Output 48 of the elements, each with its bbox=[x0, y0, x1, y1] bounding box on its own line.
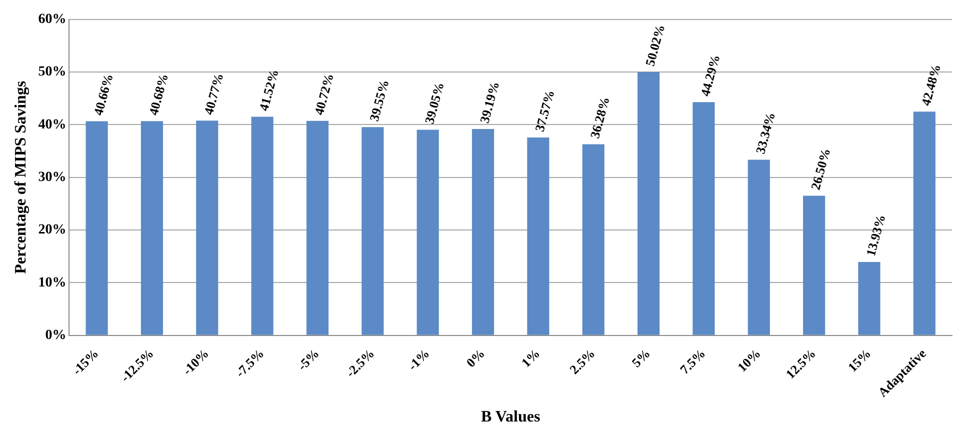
y-tick-label: 50% bbox=[38, 64, 66, 80]
bar bbox=[196, 120, 218, 335]
bar bbox=[858, 262, 880, 335]
data-label: 44.29% bbox=[697, 53, 723, 98]
bar bbox=[306, 120, 329, 335]
data-label: 39.19% bbox=[476, 80, 502, 125]
bar bbox=[362, 127, 384, 335]
y-tick-label: 20% bbox=[38, 222, 66, 238]
data-label: 40.72% bbox=[311, 72, 337, 117]
x-tick-label: -1% bbox=[404, 346, 432, 374]
y-tick-label: 0% bbox=[45, 328, 66, 343]
data-label: 40.66% bbox=[90, 72, 116, 117]
bar bbox=[140, 121, 163, 335]
bar bbox=[416, 130, 439, 335]
y-tick-label: 40% bbox=[38, 117, 66, 132]
bar bbox=[582, 144, 604, 335]
data-label: 13.93% bbox=[862, 212, 888, 258]
bar bbox=[803, 196, 826, 335]
x-tick-label: 10% bbox=[734, 346, 764, 375]
y-axis-title: Percentage of MIPS Savings bbox=[12, 80, 30, 274]
x-tick-label: -5% bbox=[294, 346, 322, 374]
x-axis-title: B Values bbox=[481, 408, 540, 426]
bar bbox=[251, 116, 274, 335]
bar bbox=[913, 112, 936, 335]
data-label: 40.68% bbox=[146, 72, 172, 117]
bar bbox=[527, 138, 550, 335]
y-tick-label: 60% bbox=[38, 12, 66, 28]
bar bbox=[86, 121, 108, 335]
data-label: 40.77% bbox=[200, 72, 226, 116]
x-tick-label: 0% bbox=[463, 346, 488, 370]
data-label: 42.48% bbox=[918, 62, 944, 108]
data-label: 36.28% bbox=[587, 95, 612, 140]
data-label: 41.52% bbox=[256, 68, 282, 112]
y-tick-label: 10% bbox=[38, 275, 66, 290]
bar bbox=[638, 72, 660, 335]
data-label: 26.50% bbox=[808, 146, 834, 192]
data-label: 37.57% bbox=[532, 88, 558, 134]
y-tick-label: 30% bbox=[38, 170, 66, 185]
x-tick-label: 5% bbox=[628, 346, 654, 370]
bar bbox=[472, 128, 494, 335]
data-label: 39.55% bbox=[366, 78, 392, 123]
bar bbox=[748, 160, 770, 335]
x-tick-label: 15% bbox=[844, 346, 874, 375]
data-label: 50.02% bbox=[642, 22, 668, 68]
x-tick-label: 1% bbox=[518, 346, 543, 370]
data-label: 33.34% bbox=[752, 110, 778, 156]
data-label: 39.05% bbox=[421, 80, 447, 126]
bar bbox=[692, 102, 715, 335]
